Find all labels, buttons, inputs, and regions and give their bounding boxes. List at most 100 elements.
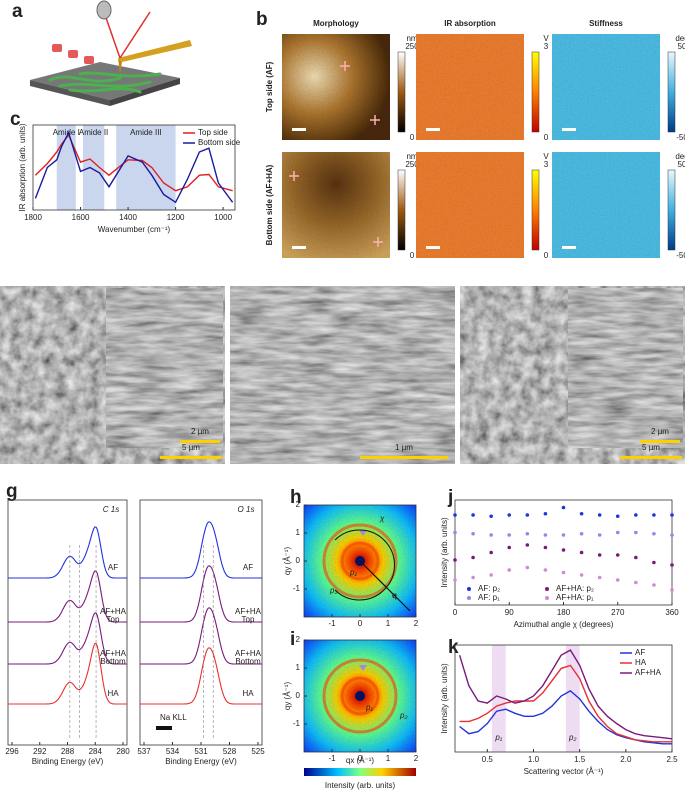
xps-curve (140, 647, 262, 705)
side-label: Top (107, 615, 120, 624)
panel-label: b (256, 9, 268, 30)
column-header: IR absorption (444, 19, 496, 28)
colorbar-unit: deg (675, 34, 685, 43)
series-line (459, 690, 672, 745)
scale-bar-label: 2 µm (651, 427, 669, 436)
data-point (615, 578, 620, 582)
x-tick-label: 90 (505, 608, 514, 617)
scale-bar-label: 5 µm (182, 443, 200, 452)
x-tick-label: 1 (386, 619, 391, 628)
data-point (670, 513, 674, 517)
x-tick-label: 0 (358, 619, 363, 628)
column-header: Morphology (313, 19, 359, 28)
sample-label: AF+HA (100, 649, 127, 658)
na-label: Na KLL (160, 713, 187, 722)
data-point (489, 550, 493, 555)
saxs-ring (340, 676, 380, 716)
data-point (670, 563, 674, 567)
legend-label: AF+HA: p₁ (556, 593, 594, 602)
data-point (507, 533, 512, 537)
scale-bar (620, 456, 682, 459)
x-tick-label: 1800 (24, 213, 42, 222)
data-point (543, 568, 548, 572)
x-tick-label: 2 (414, 619, 419, 628)
x-axis-label: Binding Energy (eV) (32, 757, 104, 766)
x-tick-label: 531 (194, 747, 208, 756)
sem-image (230, 286, 455, 464)
data-point (507, 513, 512, 517)
map-image (282, 34, 390, 140)
data-point (489, 533, 493, 537)
x-tick-label: 2.0 (620, 755, 632, 764)
data-point (453, 578, 457, 582)
sample-label: AF+HA (100, 607, 127, 616)
x-tick-label: 525 (251, 747, 265, 756)
x-tick-label: 0 (453, 608, 458, 617)
colorbar-min: -50 (676, 251, 685, 260)
x-tick-label: 280 (116, 747, 130, 756)
data-point (634, 580, 638, 585)
series-line (34, 130, 234, 204)
data-point (489, 573, 493, 577)
xps-curve (8, 642, 127, 705)
data-point (597, 553, 602, 557)
x-tick-label: 0.5 (482, 755, 494, 764)
xps-curve (140, 521, 262, 579)
x-tick-label: 288 (61, 747, 75, 756)
x-tick-label: 528 (223, 747, 237, 756)
data-point (579, 550, 584, 555)
scale-bar (562, 246, 576, 249)
data-point (615, 553, 620, 557)
saxs-ring (322, 658, 398, 734)
data-point (471, 513, 475, 517)
afm-schematic (30, 0, 192, 106)
side-label: Bottom (235, 657, 261, 666)
marker-cross (373, 237, 383, 247)
data-point (597, 575, 602, 580)
band-label: p₂ (568, 733, 577, 742)
sample-label: HA (242, 689, 254, 698)
data-point (579, 531, 584, 536)
chi-arc (334, 529, 395, 601)
legend-swatch (467, 596, 471, 600)
data-point (489, 514, 493, 519)
data-point (507, 545, 512, 550)
data-point (561, 505, 566, 510)
y-tick-label: 1 (296, 663, 301, 672)
scale-bar-label: 5 µm (642, 443, 660, 452)
peak-label: p₁ (349, 568, 357, 577)
colorbar-unit: nm (406, 152, 417, 161)
x-tick-label: 1.5 (574, 755, 586, 764)
scale-bar (562, 128, 576, 131)
band (565, 645, 580, 752)
panel-label: h (290, 487, 302, 508)
x-tick-label: 1000 (214, 213, 232, 222)
x-axis-label: qx (Å⁻¹) (346, 756, 375, 765)
data-point (453, 530, 457, 535)
data-point (471, 575, 475, 580)
colorbar-min: 0 (410, 251, 415, 260)
colorbar-unit: nm (406, 34, 417, 43)
legend-label: Bottom side (198, 138, 241, 147)
scale-bar (426, 246, 440, 249)
data-point (543, 545, 548, 550)
y-tick-label: -1 (293, 584, 301, 593)
data-point (652, 583, 656, 587)
colorbar (531, 51, 540, 133)
arrow-marker (359, 530, 367, 536)
xps-curve (8, 526, 127, 579)
data-point (670, 588, 674, 592)
panel-label: k (448, 637, 459, 658)
x-tick-label: 270 (611, 608, 625, 617)
sample-label: AF (243, 563, 253, 572)
data-point (453, 558, 457, 562)
beam-stop (355, 691, 365, 701)
scale-bar (360, 456, 448, 459)
scale-bar (180, 440, 220, 443)
x-axis-label: Wavenumber (cm⁻¹) (98, 225, 171, 234)
y-axis-label: IR absorption (arb. units) (18, 123, 27, 211)
band-label: Amide I (53, 128, 80, 137)
inset-image (105, 287, 224, 449)
legend-label: AF: p₂ (478, 584, 500, 593)
